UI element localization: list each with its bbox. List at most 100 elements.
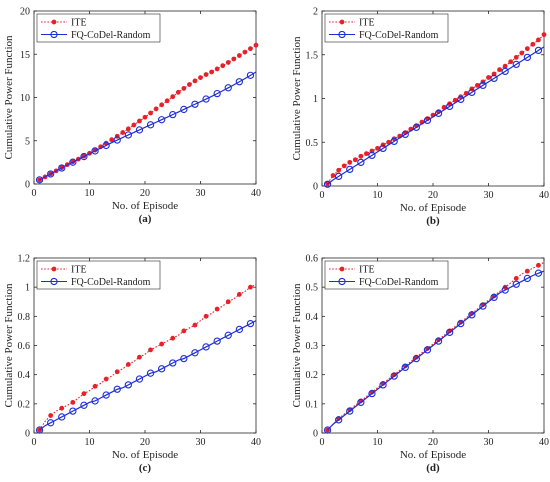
data-point	[357, 398, 365, 407]
data-point	[181, 328, 187, 334]
data-point	[457, 95, 465, 104]
data-point	[479, 81, 487, 90]
data-point	[534, 269, 543, 277]
x-tick-label: 20	[140, 437, 150, 448]
data-point	[198, 75, 203, 81]
data-point	[181, 86, 187, 91]
legend-swatch-marker	[50, 30, 58, 39]
x-tick-label: 30	[196, 188, 206, 199]
panel-tag: (a)	[139, 213, 152, 225]
x-tick-label: 10	[85, 437, 95, 448]
data-point	[225, 299, 231, 305]
data-point	[203, 72, 209, 77]
data-point	[401, 130, 409, 139]
data-point	[412, 123, 420, 132]
data-point	[80, 152, 88, 161]
data-point	[186, 82, 192, 87]
data-point	[47, 170, 55, 178]
data-point	[69, 158, 77, 166]
legend-box	[324, 13, 449, 43]
data-point	[235, 325, 243, 334]
data-point	[323, 180, 332, 188]
data-point	[323, 426, 332, 434]
data-point	[486, 75, 491, 80]
x-tick-label: 40	[251, 188, 261, 199]
data-point	[375, 145, 380, 151]
data-point	[434, 337, 443, 345]
data-point	[523, 53, 531, 62]
series-line	[39, 44, 257, 181]
data-point	[468, 88, 476, 97]
y-tick-label: 0.5	[306, 138, 319, 149]
legend-label: FQ-CoDel-Random	[71, 277, 151, 288]
legend-label: ITE	[359, 265, 375, 276]
data-point	[48, 413, 54, 418]
legend-box	[36, 260, 161, 290]
data-point	[236, 53, 242, 58]
data-point	[159, 341, 165, 347]
data-point	[512, 280, 520, 288]
data-point	[235, 78, 243, 86]
x-tick-label: 20	[428, 437, 438, 448]
data-point	[202, 95, 210, 103]
data-point	[536, 37, 541, 43]
series-ite	[37, 283, 257, 433]
y-axis-label: Cumulative Power Function	[3, 283, 15, 408]
data-point	[497, 67, 502, 73]
data-point	[169, 110, 177, 119]
data-point	[530, 41, 536, 47]
data-point	[213, 337, 221, 345]
y-tick-label: 0	[25, 180, 30, 191]
series-fq-codel-random	[35, 71, 257, 184]
y-tick-label: 1.2	[18, 254, 31, 265]
x-tick-label: 10	[373, 190, 383, 201]
data-point	[191, 100, 199, 108]
data-point	[164, 98, 170, 104]
legend-box	[36, 13, 161, 43]
data-point	[137, 118, 142, 124]
data-point	[225, 60, 231, 65]
data-point	[142, 114, 148, 120]
data-point	[148, 110, 153, 116]
chart-panel-d: 0 10 20 30 40 0 0.1 0.2 0.3 0.4 0.5 0.6 No. of Episo…	[291, 254, 549, 475]
series-fq-codel-random	[323, 269, 545, 434]
data-point	[242, 49, 248, 55]
x-tick-label: 0	[320, 190, 325, 201]
data-point	[457, 319, 465, 328]
data-point	[157, 365, 166, 373]
legend-swatch-marker	[338, 277, 346, 286]
y-tick-label: 0.4	[18, 370, 31, 381]
data-point	[501, 67, 509, 76]
x-tick-label: 10	[85, 188, 95, 199]
y-axis-label: Cumulative Power Function	[291, 36, 303, 161]
legend-label: ITE	[71, 265, 87, 276]
data-point	[341, 163, 347, 169]
x-tick-label: 0	[32, 437, 37, 448]
data-point	[81, 391, 87, 397]
y-tick-label: 0	[25, 429, 30, 440]
data-point	[109, 137, 115, 143]
data-point	[214, 306, 220, 312]
data-point	[468, 311, 476, 319]
data-point	[363, 151, 369, 157]
legend-swatch-marker	[339, 266, 345, 272]
series-line	[39, 283, 257, 431]
data-point	[379, 381, 387, 389]
y-tick-label: 0.4	[306, 312, 319, 323]
x-tick-label: 20	[428, 190, 438, 201]
series-line	[327, 261, 545, 431]
y-axis-label: Cumulative Power Function	[3, 35, 15, 160]
data-point	[91, 397, 99, 405]
data-point	[80, 401, 88, 409]
data-point	[169, 359, 177, 367]
y-axis-label: Cumulative Power Function	[291, 283, 303, 408]
y-tick-label: 0	[313, 182, 318, 193]
data-point	[209, 69, 214, 75]
y-tick-label: 0.6	[306, 254, 319, 265]
data-point	[180, 354, 188, 363]
data-point	[192, 78, 198, 84]
data-point	[170, 94, 176, 100]
data-point	[334, 416, 343, 424]
